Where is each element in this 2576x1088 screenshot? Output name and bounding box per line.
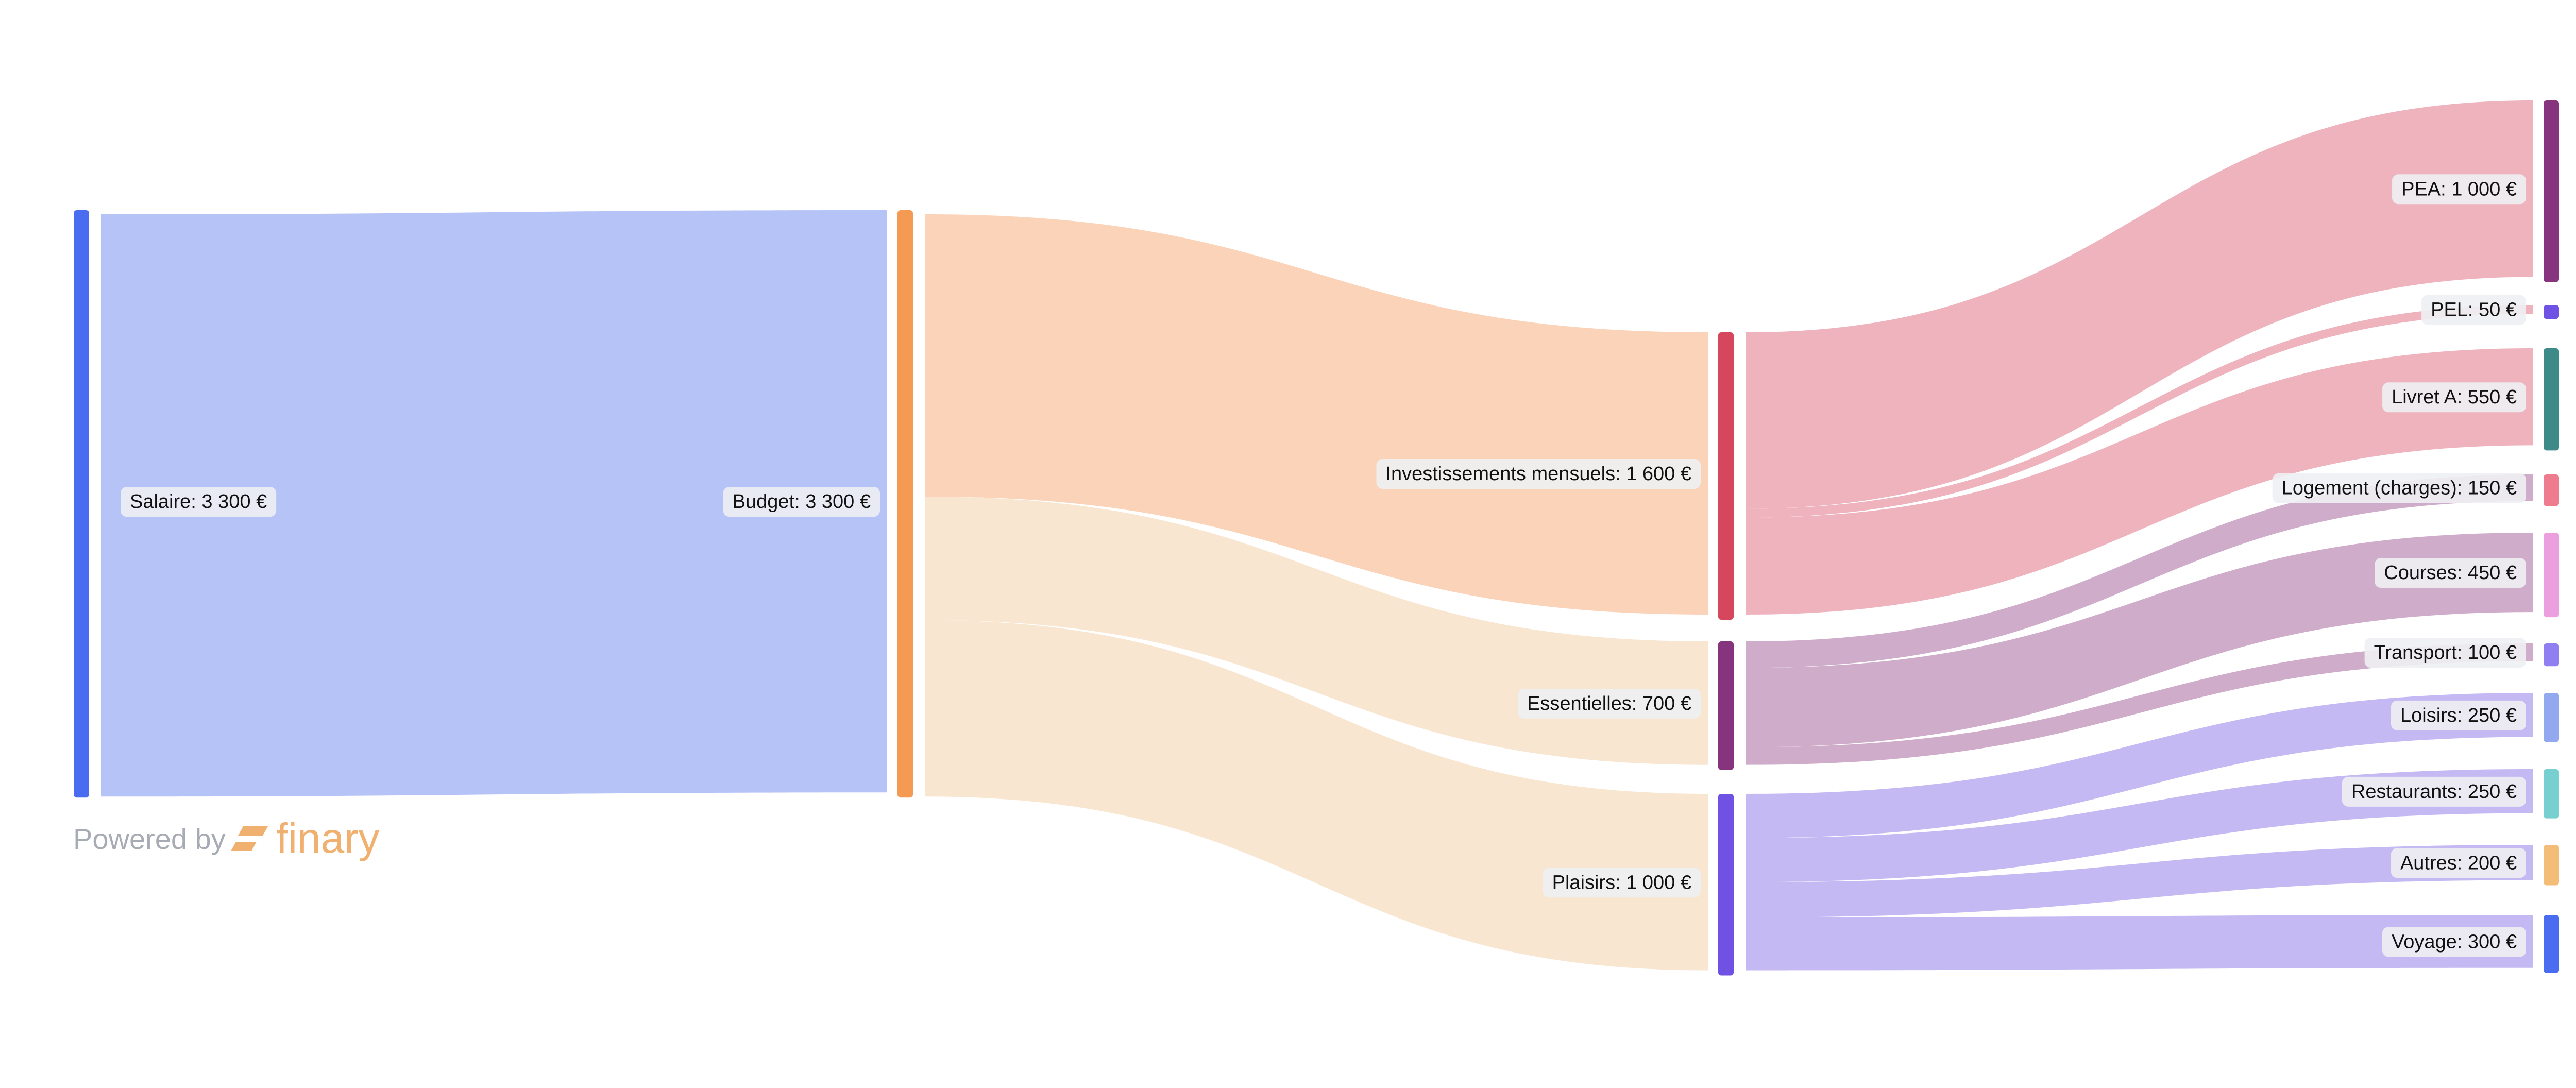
node-label-text-plaisirs: Plaisirs: 1 000 € bbox=[1552, 872, 1691, 893]
node-label-livreta: Livret A: 550 € bbox=[2382, 382, 2526, 413]
node-loisirs[interactable] bbox=[2544, 693, 2559, 742]
node-label-text-logement: Logement (charges): 150 € bbox=[2282, 478, 2517, 499]
node-budget[interactable] bbox=[897, 210, 913, 798]
link-plaisirs-restaurants[interactable] bbox=[1746, 769, 2533, 882]
node-label-text-budget: Budget: 3 300 € bbox=[733, 491, 871, 513]
link-invest-pea[interactable] bbox=[1746, 100, 2533, 509]
node-plaisirs[interactable] bbox=[1718, 794, 1734, 976]
node-label-courses: Courses: 450 € bbox=[2375, 558, 2526, 588]
node-label-text-salaire: Salaire: 3 300 € bbox=[130, 491, 267, 513]
link-plaisirs-autres[interactable] bbox=[1746, 845, 2533, 917]
node-label-text-essentielles: Essentielles: 700 € bbox=[1527, 693, 1691, 715]
link-invest-livreta[interactable] bbox=[1746, 348, 2533, 615]
node-label-voyage: Voyage: 300 € bbox=[2382, 927, 2526, 957]
node-logement[interactable] bbox=[2544, 474, 2559, 506]
powered-by-footer[interactable]: Powered by finary bbox=[73, 815, 380, 862]
link-budget-invest[interactable] bbox=[925, 214, 1708, 615]
node-pel[interactable] bbox=[2544, 305, 2559, 319]
node-label-transport: Transport: 100 € bbox=[2364, 638, 2526, 668]
node-label-essentielles: Essentielles: 700 € bbox=[1518, 688, 1701, 719]
node-label-text-courses: Courses: 450 € bbox=[2384, 562, 2517, 584]
node-label-plaisirs: Plaisirs: 1 000 € bbox=[1543, 868, 1701, 898]
node-label-text-restaurants: Restaurants: 250 € bbox=[2351, 781, 2517, 803]
link-salaire-budget[interactable] bbox=[101, 210, 887, 797]
node-label-text-transport: Transport: 100 € bbox=[2374, 642, 2517, 664]
node-label-pel: PEL: 50 € bbox=[2421, 295, 2526, 325]
node-label-pea: PEA: 1 000 € bbox=[2392, 174, 2526, 205]
link-essentielles-transport[interactable] bbox=[1746, 643, 2533, 765]
node-label-text-invest: Investissements mensuels: 1 600 € bbox=[1385, 463, 1691, 485]
node-courses[interactable] bbox=[2544, 533, 2559, 618]
node-label-salaire: Salaire: 3 300 € bbox=[121, 487, 277, 517]
node-label-text-loisirs: Loisirs: 250 € bbox=[2400, 705, 2517, 726]
node-transport[interactable] bbox=[2544, 643, 2559, 667]
link-plaisirs-loisirs[interactable] bbox=[1746, 693, 2533, 838]
link-plaisirs-voyage[interactable] bbox=[1746, 915, 2533, 971]
node-label-invest: Investissements mensuels: 1 600 € bbox=[1376, 459, 1701, 489]
node-salaire[interactable] bbox=[74, 210, 89, 798]
link-essentielles-logement[interactable] bbox=[1746, 474, 2533, 668]
link-budget-plaisirs[interactable] bbox=[925, 620, 1708, 971]
node-restaurants[interactable] bbox=[2544, 769, 2559, 819]
node-label-budget: Budget: 3 300 € bbox=[723, 487, 880, 517]
nodes-layer bbox=[74, 100, 2559, 976]
finary-brand-text: finary bbox=[276, 815, 380, 862]
node-label-autres: Autres: 200 € bbox=[2391, 848, 2526, 878]
node-label-restaurants: Restaurants: 250 € bbox=[2342, 776, 2526, 807]
link-invest-pel[interactable] bbox=[1746, 305, 2533, 518]
node-invest[interactable] bbox=[1718, 332, 1734, 620]
labels-layer: Salaire: 3 300 € Budget: 3 300 € Investiss… bbox=[121, 174, 2526, 957]
node-label-text-pel: PEL: 50 € bbox=[2431, 299, 2517, 321]
node-label-text-autres: Autres: 200 € bbox=[2400, 852, 2517, 874]
finary-logo-icon bbox=[231, 826, 268, 851]
node-label-text-livreta: Livret A: 550 € bbox=[2392, 386, 2517, 408]
powered-by-text: Powered by bbox=[73, 823, 226, 855]
node-pea[interactable] bbox=[2544, 100, 2559, 282]
link-essentielles-courses[interactable] bbox=[1746, 533, 2533, 747]
node-label-logement: Logement (charges): 150 € bbox=[2272, 473, 2526, 503]
node-autres[interactable] bbox=[2544, 845, 2559, 886]
node-label-text-voyage: Voyage: 300 € bbox=[2392, 931, 2517, 953]
links-layer bbox=[101, 100, 2533, 971]
node-essentielles[interactable] bbox=[1718, 641, 1734, 770]
node-label-loisirs: Loisirs: 250 € bbox=[2391, 700, 2526, 730]
node-voyage[interactable] bbox=[2544, 915, 2559, 973]
node-livreta[interactable] bbox=[2544, 348, 2559, 451]
link-budget-essentielles[interactable] bbox=[925, 497, 1708, 765]
node-label-text-pea: PEA: 1 000 € bbox=[2401, 178, 2517, 200]
